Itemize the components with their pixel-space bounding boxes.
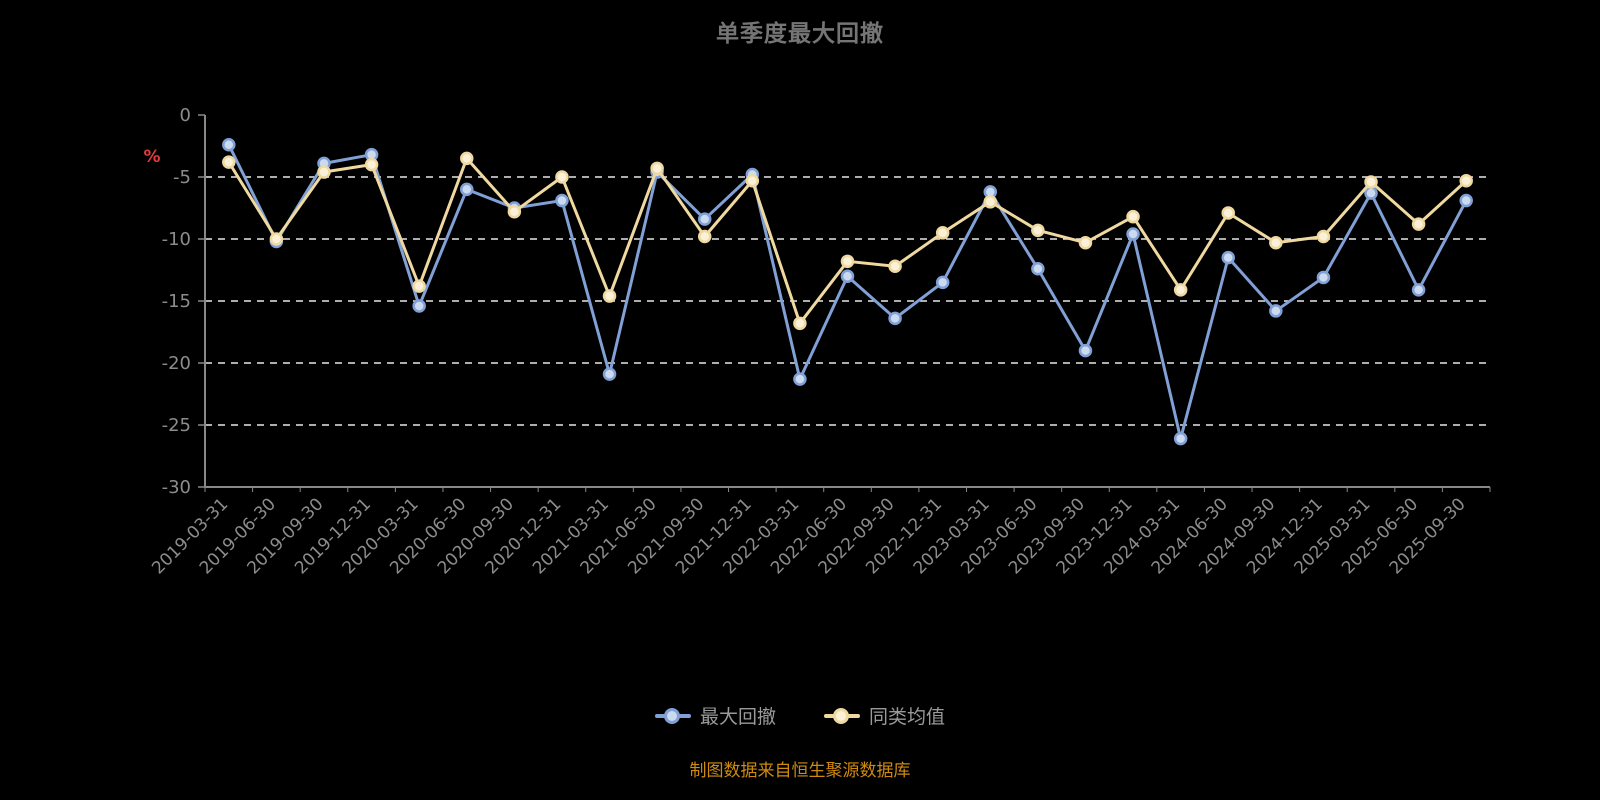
legend-label: 最大回撤 [699,706,776,728]
max-drawdown-line [227,143,1468,441]
legend-label: 同类均值 [869,706,946,728]
max-drawdown-data-point[interactable] [602,367,617,381]
line-chart: 0-5-10-15-20-25-30%2019-03-312019-06-302… [143,105,1491,578]
max-drawdown-data-point[interactable] [1364,186,1378,200]
peer-average-data-point[interactable] [460,151,474,166]
peer-average-data-point[interactable] [745,173,760,188]
peer-average-data-point[interactable] [1364,175,1378,189]
peer-average-data-point[interactable] [983,195,998,209]
peer-average-data-point[interactable] [222,155,236,169]
peer-average-data-point[interactable] [650,161,664,176]
max-drawdown-data-point[interactable] [1078,343,1093,358]
y-axis-label: -20 [162,353,191,374]
legend: 最大回撤 同类均值 [0,702,1600,729]
max-drawdown-data-point[interactable] [412,299,426,313]
max-drawdown-legend-icon [654,707,691,724]
max-drawdown-data-point[interactable] [697,212,712,226]
max-drawdown-data-point[interactable] [1221,250,1235,265]
y-axis-label: -5 [173,167,191,188]
peer-average-data-point[interactable] [1126,209,1140,224]
peer-average-data-point[interactable] [1459,173,1473,188]
peer-average-data-point[interactable] [1269,235,1283,250]
peer-average-data-point[interactable] [364,157,379,172]
y-axis-label: -30 [162,477,191,498]
peer-average-data-point[interactable] [697,229,712,244]
peer-average-data-point[interactable] [1031,223,1045,238]
max-drawdown-data-point[interactable] [888,311,902,326]
max-drawdown-data-point[interactable] [935,275,950,290]
max-drawdown-data-point[interactable] [793,372,807,386]
max-drawdown-data-point[interactable] [460,182,474,197]
peer-average-data-point[interactable] [1316,229,1331,244]
peer-average-data-point[interactable] [1221,206,1235,220]
peer-average-data-point[interactable] [269,232,284,246]
peer-average-data-point[interactable] [1078,235,1093,250]
peer-average-legend-icon [824,707,860,724]
peer-average-data-point[interactable] [412,279,426,293]
peer-average-data-point[interactable] [507,204,522,219]
max-drawdown-data-point[interactable] [1459,193,1473,208]
peer-average-data-point[interactable] [602,289,617,303]
max-drawdown-data-point[interactable] [222,138,236,152]
peer-average-data-point[interactable] [1173,283,1188,297]
y-axis-label: -10 [162,229,191,250]
legend-circle-mark [833,707,849,724]
legend-item-max-drawdown[interactable]: 最大回撤 [654,702,776,729]
peer-average-data-point[interactable] [555,170,569,184]
peer-average-data-point[interactable] [840,254,855,269]
y-axis-label: 0 [180,105,191,126]
peer-average-data-point[interactable] [935,226,950,240]
max-drawdown-data-point[interactable] [1173,431,1188,446]
peer-average-data-point[interactable] [1411,217,1426,231]
max-drawdown-data-point[interactable] [1031,262,1045,276]
max-drawdown-data-point[interactable] [555,193,569,208]
max-drawdown-data-point[interactable] [1411,283,1426,297]
peer-average-data-point[interactable] [317,165,331,179]
max-drawdown-data-point[interactable] [1126,227,1140,241]
y-axis-label: -15 [162,291,191,312]
max-drawdown-data-point[interactable] [1316,270,1331,285]
max-drawdown-data-point[interactable] [1269,304,1283,318]
legend-item-peer-average[interactable]: 同类均值 [824,702,945,729]
chart-title: 单季度最大回撤 [716,21,884,47]
max-drawdown-data-point[interactable] [840,269,855,283]
y-axis-unit: % [143,147,160,167]
peer-average-data-point[interactable] [793,316,807,331]
peer-average-data-point[interactable] [888,259,902,274]
legend-circle-mark [663,707,680,724]
y-axis-label: -25 [162,415,191,436]
data-source-note: 制图数据来自恒生聚源数据库 [689,761,911,781]
